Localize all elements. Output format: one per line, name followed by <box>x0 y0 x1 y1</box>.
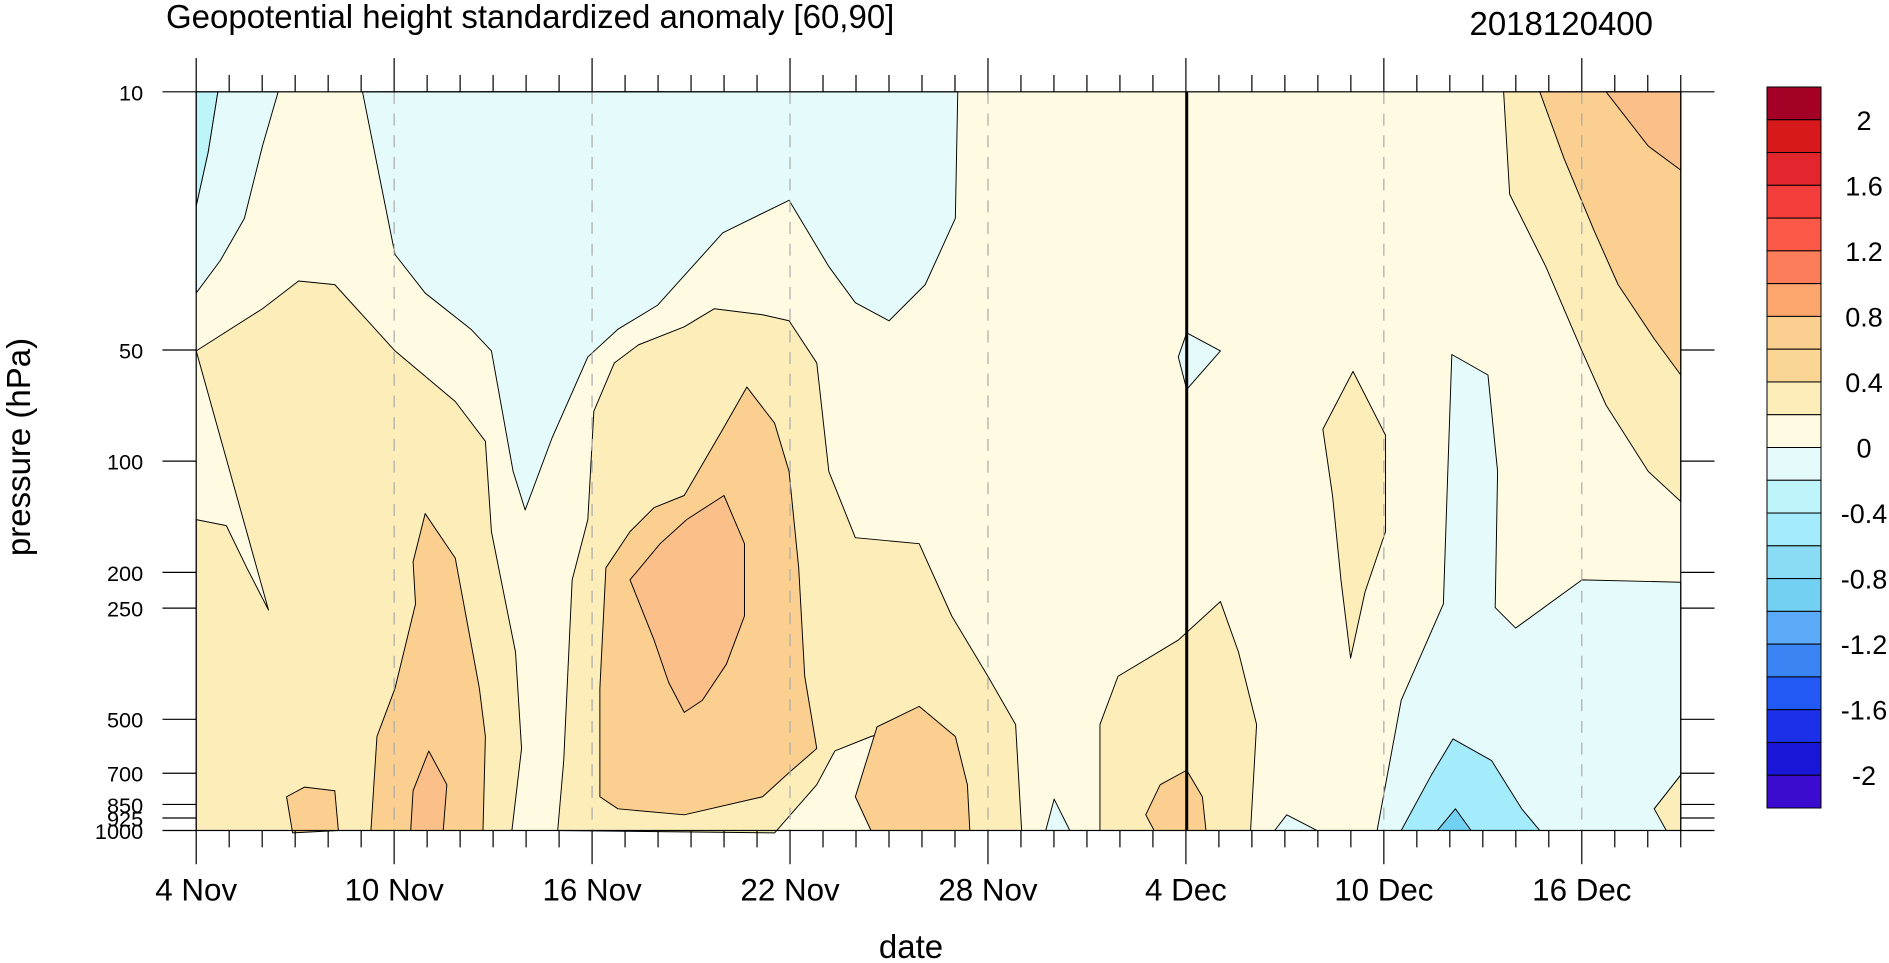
colorbar-swatch <box>1766 348 1822 383</box>
colorbar-swatch <box>1766 152 1822 186</box>
y-axis-label: pressure (hPa) <box>0 338 37 556</box>
x-tick-label: 22 Nov <box>740 872 840 907</box>
x-tick-label: 16 Dec <box>1532 872 1631 907</box>
colorbar-swatch <box>1766 283 1822 317</box>
chart-date-label: 2018120400 <box>1469 5 1653 42</box>
colorbar-label: 0.8 <box>1845 302 1883 332</box>
x-tick-label: 10 Dec <box>1334 872 1433 907</box>
y-tick-label: 500 <box>107 708 143 733</box>
colorbar-label: 0.4 <box>1845 368 1883 398</box>
x-axis-label: date <box>879 928 943 963</box>
colorbar-swatch <box>1766 578 1822 612</box>
y-tick-label: 10 <box>119 80 143 105</box>
y-tick-label: 925 <box>107 806 143 831</box>
colorbar-swatch <box>1766 250 1822 285</box>
colorbar-label: -2 <box>1852 761 1876 791</box>
colorbar-swatch <box>1766 414 1822 448</box>
x-tick-label: 28 Nov <box>938 872 1038 907</box>
x-tick-label: 16 Nov <box>542 872 642 907</box>
y-tick-label: 200 <box>107 561 143 586</box>
y-tick-label: 250 <box>107 597 143 622</box>
y-tick-label: 850 <box>107 793 143 818</box>
colorbar-label: -0.8 <box>1841 565 1888 595</box>
colorbar-swatch <box>1766 381 1822 416</box>
colorbar-swatch <box>1766 119 1822 154</box>
colorbar-swatch <box>1766 512 1822 547</box>
colorbar-swatch <box>1766 741 1822 776</box>
y-tick-label: 100 <box>107 450 143 475</box>
y-tick-label: 700 <box>107 762 143 787</box>
y-tick-label: 50 <box>119 338 143 363</box>
colorbar-swatch <box>1766 184 1822 219</box>
colorbar-label: 1.2 <box>1845 237 1883 267</box>
colorbar-swatch <box>1766 676 1822 711</box>
contour-region <box>286 91 1682 834</box>
colorbar-swatch <box>1766 479 1822 514</box>
x-axis-ticks: 4 Nov 10 Nov 16 Nov 22 Nov 28 Nov 4 Dec 10 Dec… <box>155 58 1682 907</box>
colorbar-label: 2 <box>1856 106 1871 136</box>
plot-area: 4 Nov 10 Nov 16 Nov 22 Nov 28 Nov 4 Dec 10 Dec… <box>95 58 1715 907</box>
colorbar-swatch <box>1766 86 1822 121</box>
colorbar-swatch <box>1766 447 1822 481</box>
x-tick-label: 4 Nov <box>155 872 237 907</box>
x-tick-label: 10 Nov <box>345 872 445 907</box>
colorbar-swatch <box>1766 774 1822 809</box>
colorbar-label: -0.4 <box>1841 499 1888 529</box>
colorbar-swatch <box>1766 217 1822 252</box>
colorbar-swatch <box>1766 709 1822 743</box>
colorbar-label: -1.6 <box>1841 696 1888 726</box>
colorbar-label: 1.6 <box>1845 171 1883 201</box>
colorbar-swatch <box>1766 610 1822 645</box>
colorbar-label: -1.2 <box>1841 630 1888 660</box>
colorbar-label: 0 <box>1856 434 1871 464</box>
date-gridlines <box>393 91 1583 831</box>
colorbar-swatch <box>1766 643 1822 678</box>
y-tick-label: 1000 <box>95 819 143 844</box>
x-tick-label: 4 Dec <box>1145 872 1227 907</box>
chart-title: Geopotential height standardized anomaly… <box>166 0 894 35</box>
colorbar-swatch <box>1766 315 1822 350</box>
colorbar-swatch <box>1766 545 1822 580</box>
colorbar: 2 1.6 1.2 0.8 0.4 0 -0.4 -0.8 -1.2 -1.6 -2 <box>1766 86 1888 809</box>
